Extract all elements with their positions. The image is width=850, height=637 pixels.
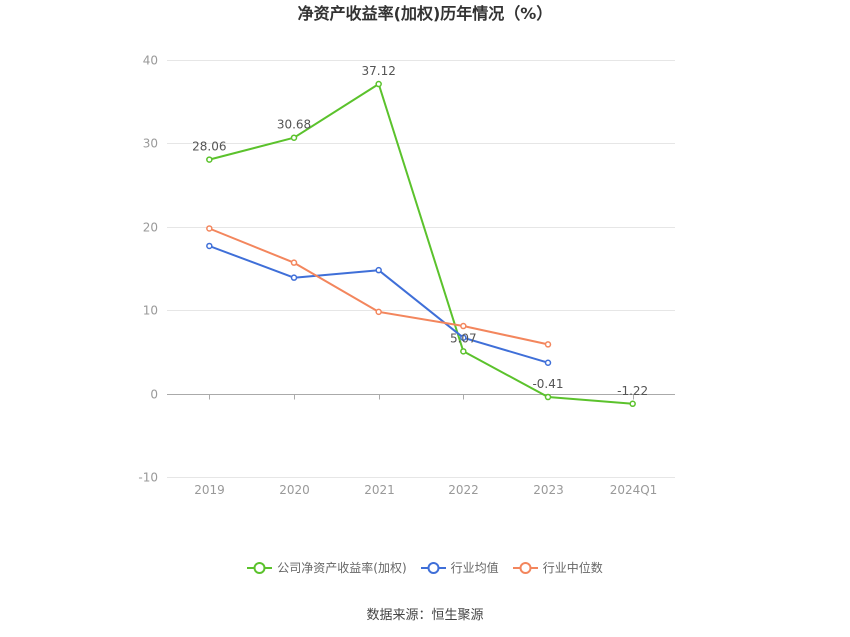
data-point-series-1 <box>460 334 467 341</box>
series-line-2 <box>208 227 549 346</box>
legend-line-circle-icon <box>420 562 446 574</box>
data-label: 37.12 <box>361 64 395 78</box>
data-point-series-1 <box>290 274 298 281</box>
data-point-series-0 <box>544 393 552 401</box>
legend-item-industry-mean[interactable]: 行业均值 <box>420 559 499 577</box>
legend-item-company[interactable]: 公司净资产收益率(加权) <box>247 559 407 577</box>
data-point-series-2 <box>206 225 213 232</box>
data-point-series-2 <box>290 259 298 266</box>
legend-label: 公司净资产收益率(加权) <box>277 561 407 575</box>
chart-title: 净资产收益率(加权)历年情况（%） <box>297 4 553 23</box>
chart-legend: 公司净资产收益率(加权) 行业均值 行业中位数 <box>0 559 850 577</box>
series-line-1 <box>208 245 549 364</box>
data-point-series-0 <box>206 156 213 163</box>
y-tick-label: 20 <box>143 221 158 235</box>
data-point-series-1 <box>544 359 552 366</box>
data-label: 5.07 <box>450 331 477 345</box>
y-tick-label: -10 <box>138 471 158 485</box>
x-tick-label: 2022 <box>448 483 479 497</box>
y-tick-label: 40 <box>143 54 158 68</box>
data-label: -1.22 <box>617 384 648 398</box>
data-point-series-0 <box>290 134 298 141</box>
legend-line-circle-icon <box>247 562 273 574</box>
data-point-series-0 <box>460 348 467 355</box>
data-point-series-2 <box>375 308 382 316</box>
data-point-series-0 <box>375 80 382 88</box>
data-point-series-2 <box>544 341 552 348</box>
x-tick-label: 2021 <box>364 483 395 497</box>
y-tick-label: 10 <box>143 304 158 318</box>
y-tick-label: 30 <box>143 137 158 151</box>
legend-item-industry-median[interactable]: 行业中位数 <box>512 559 603 577</box>
data-point-series-0 <box>629 400 636 408</box>
legend-label: 行业中位数 <box>542 561 603 575</box>
data-point-series-1 <box>206 242 213 250</box>
data-source-note: 数据来源：恒生聚源 <box>366 608 484 623</box>
x-tick-label: 2023 <box>533 483 564 497</box>
data-label: 28.06 <box>192 140 226 154</box>
data-point-series-1 <box>375 266 382 274</box>
data-point-series-2 <box>460 322 467 330</box>
x-tick-label: 2020 <box>279 483 310 497</box>
data-label: 30.68 <box>277 118 311 132</box>
legend-label: 行业均值 <box>450 561 499 575</box>
y-tick-label: 0 <box>150 388 158 402</box>
series-line-0 <box>209 83 633 405</box>
data-label: -0.41 <box>532 377 563 391</box>
x-tick-label: 2024Q1 <box>610 483 658 497</box>
x-tick-label: 2019 <box>194 483 225 497</box>
legend-line-circle-icon <box>512 562 538 574</box>
line-chart: -10 0 10 20 30 40 2019 2020 2021 2022 2023 2024Q1 28… <box>138 54 675 497</box>
